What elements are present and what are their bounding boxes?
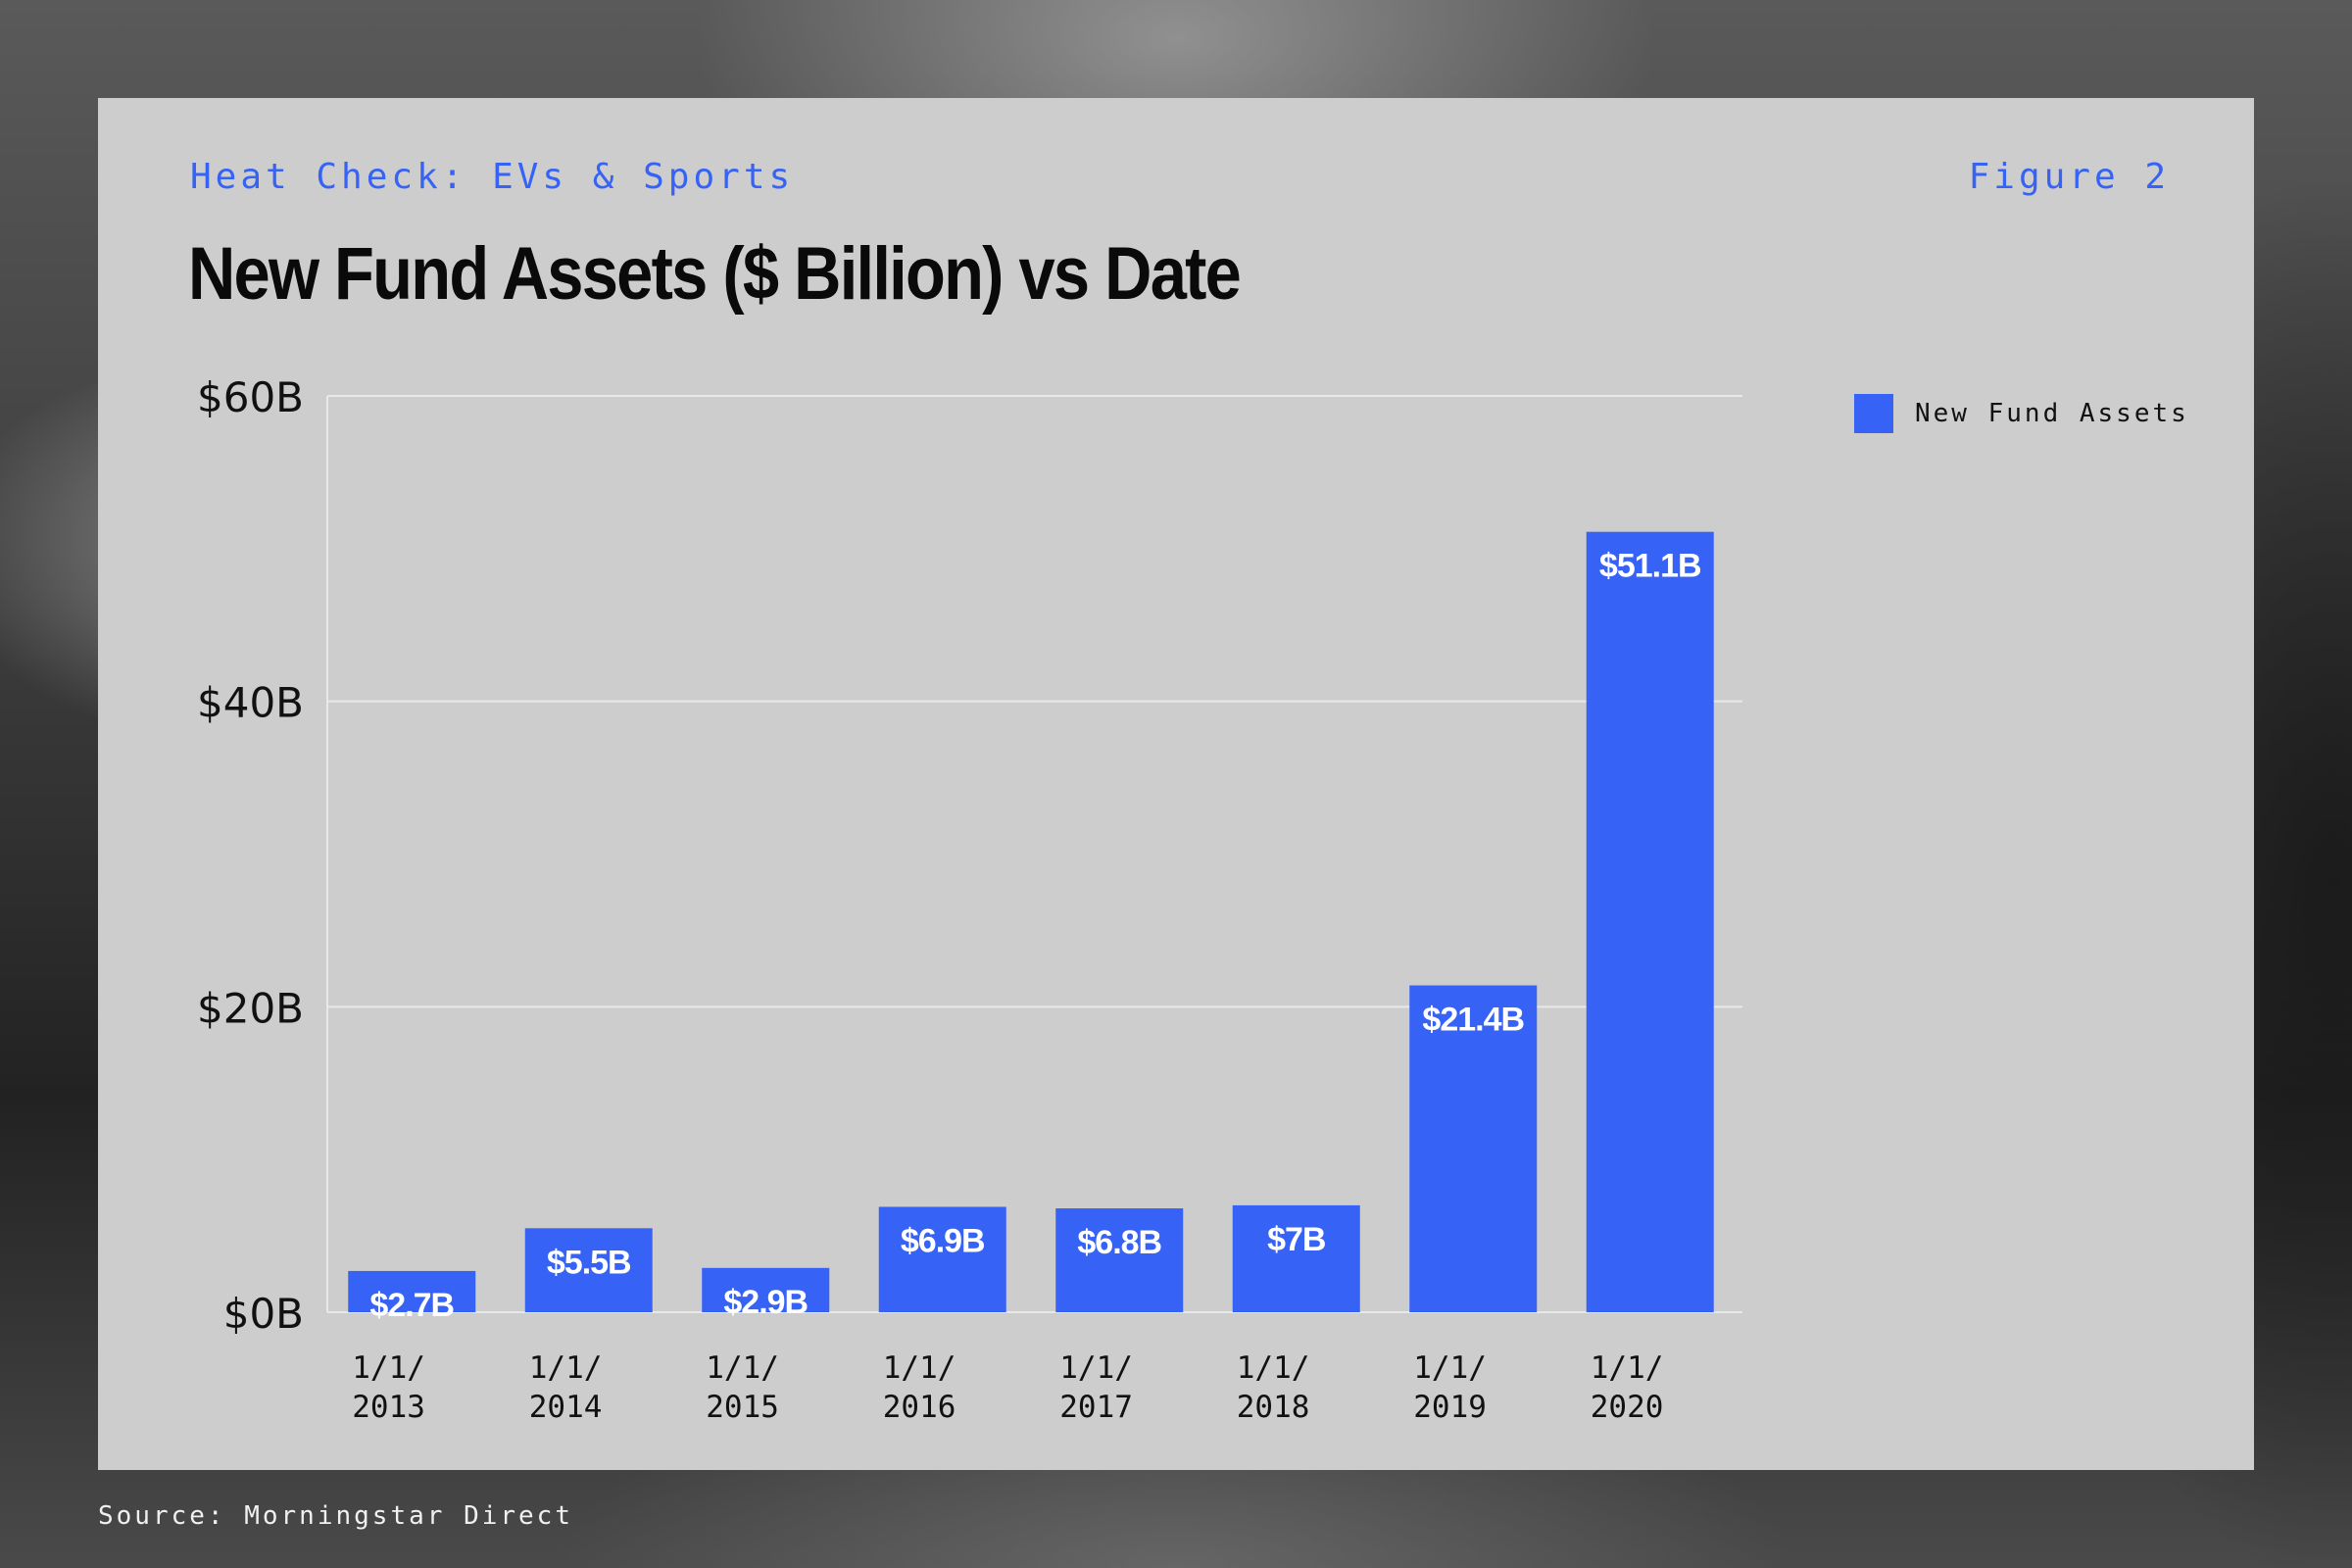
bar	[524, 1228, 653, 1312]
x-tick-label: 2019	[1413, 1390, 1487, 1425]
legend-label: New Fund Assets	[1915, 399, 2189, 428]
x-tick-label: 2016	[883, 1390, 956, 1425]
x-tick-label: 1/1/	[1237, 1350, 1310, 1386]
x-tick-label: 2015	[706, 1390, 779, 1425]
chart-kicker: Heat Check: EVs & Sports	[190, 157, 795, 197]
x-tick-label: 1/1/	[352, 1350, 425, 1386]
bar	[1586, 531, 1714, 1312]
bar-value-label: $6.9B	[901, 1222, 985, 1259]
bar-value-label: $51.1B	[1599, 548, 1701, 585]
chart-title: New Fund Assets ($ Billion) vs Date	[188, 232, 1242, 316]
y-tick-label: $60B	[197, 373, 304, 421]
x-tick-label: 2014	[529, 1390, 603, 1425]
x-tick-label: 1/1/	[706, 1350, 779, 1386]
bar	[878, 1206, 1006, 1312]
bar	[1232, 1204, 1360, 1312]
bar	[1409, 985, 1538, 1312]
figure-label: Figure 2	[1968, 157, 2170, 197]
x-tick-label: 1/1/	[529, 1350, 603, 1386]
bar-value-label: $2.7B	[369, 1287, 454, 1324]
x-tick-label: 2018	[1237, 1390, 1310, 1425]
bar-value-label: $6.8B	[1077, 1224, 1161, 1261]
y-tick-label: $40B	[197, 679, 304, 727]
x-tick-label: 1/1/	[883, 1350, 956, 1386]
bar-value-label: $5.5B	[547, 1244, 631, 1281]
x-tick-label: 1/1/	[1591, 1350, 1664, 1386]
x-tick-label: 2017	[1059, 1390, 1133, 1425]
chart-legend: New Fund Assets	[1854, 394, 2189, 433]
bar-value-label: $7B	[1267, 1221, 1326, 1258]
bar-value-label: $21.4B	[1422, 1002, 1524, 1039]
x-tick-label: 1/1/	[1059, 1350, 1133, 1386]
x-tick-label: 2013	[352, 1390, 425, 1425]
y-tick-label: $20B	[197, 984, 304, 1032]
legend-swatch	[1854, 394, 1893, 433]
bar	[348, 1270, 476, 1312]
x-tick-label: 1/1/	[1413, 1350, 1487, 1386]
y-tick-label: $0B	[223, 1290, 304, 1338]
source-note: Source: Morningstar Direct	[98, 1501, 573, 1531]
bar	[1055, 1208, 1184, 1312]
bar	[702, 1267, 830, 1312]
x-tick-label: 2020	[1591, 1390, 1664, 1425]
bar-value-label: $2.9B	[723, 1284, 808, 1321]
